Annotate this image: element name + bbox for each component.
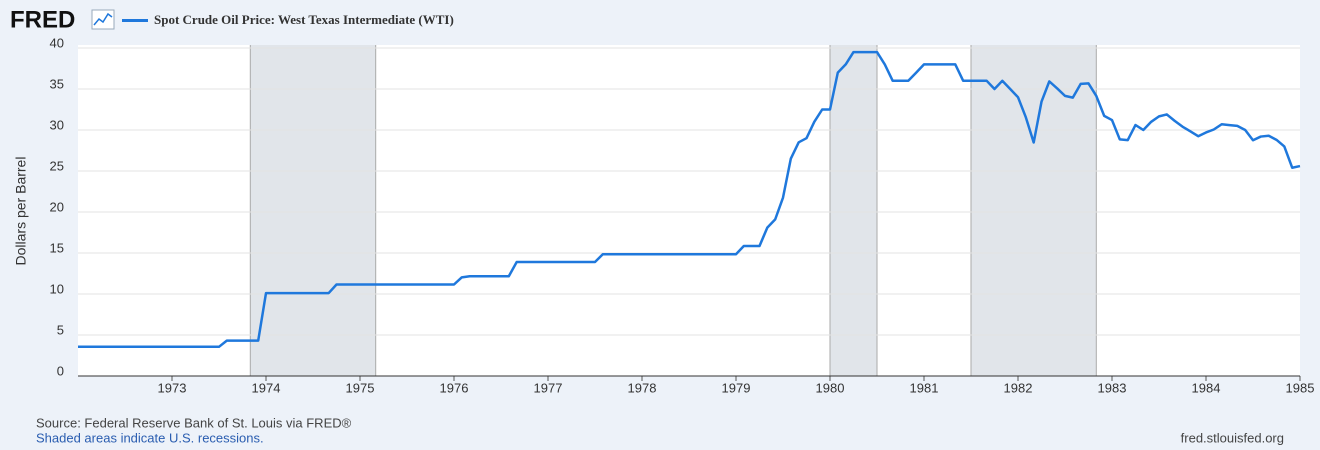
x-tick-label: 1978 <box>628 380 657 395</box>
series-line <box>78 50 1301 349</box>
recession-band <box>830 45 877 376</box>
x-tick-label: 1980 <box>816 380 845 395</box>
y-tick-label: 40 <box>50 35 64 50</box>
x-tick-label: 1974 <box>252 380 281 395</box>
x-tick-label: 1973 <box>158 380 187 395</box>
legend-swatch <box>122 19 148 22</box>
note: Shaded areas indicate U.S. recessions. <box>36 430 264 445</box>
x-tick-label: 1977 <box>534 380 563 395</box>
logo: FRED <box>10 6 75 33</box>
x-tick-label: 1983 <box>1098 380 1127 395</box>
y-tick-label: 10 <box>50 281 64 296</box>
x-tick-label: 1982 <box>1004 380 1033 395</box>
y-tick-label: 30 <box>50 117 64 132</box>
recession-band <box>250 45 376 376</box>
y-tick-label: 15 <box>50 240 64 255</box>
y-tick-label: 20 <box>50 199 64 214</box>
x-tick-label: 1984 <box>1192 380 1221 395</box>
y-tick-label: 25 <box>50 158 64 173</box>
site: fred.stlouisfed.org <box>1181 430 1284 445</box>
y-tick-label: 0 <box>57 363 64 378</box>
x-tick-label: 1975 <box>346 380 375 395</box>
y-axis-label: Dollars per Barrel <box>13 157 29 266</box>
y-tick-label: 35 <box>50 76 64 91</box>
x-tick-label: 1976 <box>440 380 469 395</box>
x-tick-label: 1985 <box>1286 380 1315 395</box>
legend-label: Spot Crude Oil Price: West Texas Interme… <box>154 12 454 27</box>
x-tick-label: 1981 <box>910 380 939 395</box>
logo-icon <box>91 9 115 30</box>
y-tick-label: 5 <box>57 322 64 337</box>
recession-band <box>971 45 1097 376</box>
x-tick-label: 1979 <box>722 380 751 395</box>
source: Source: Federal Reserve Bank of St. Loui… <box>36 415 352 430</box>
